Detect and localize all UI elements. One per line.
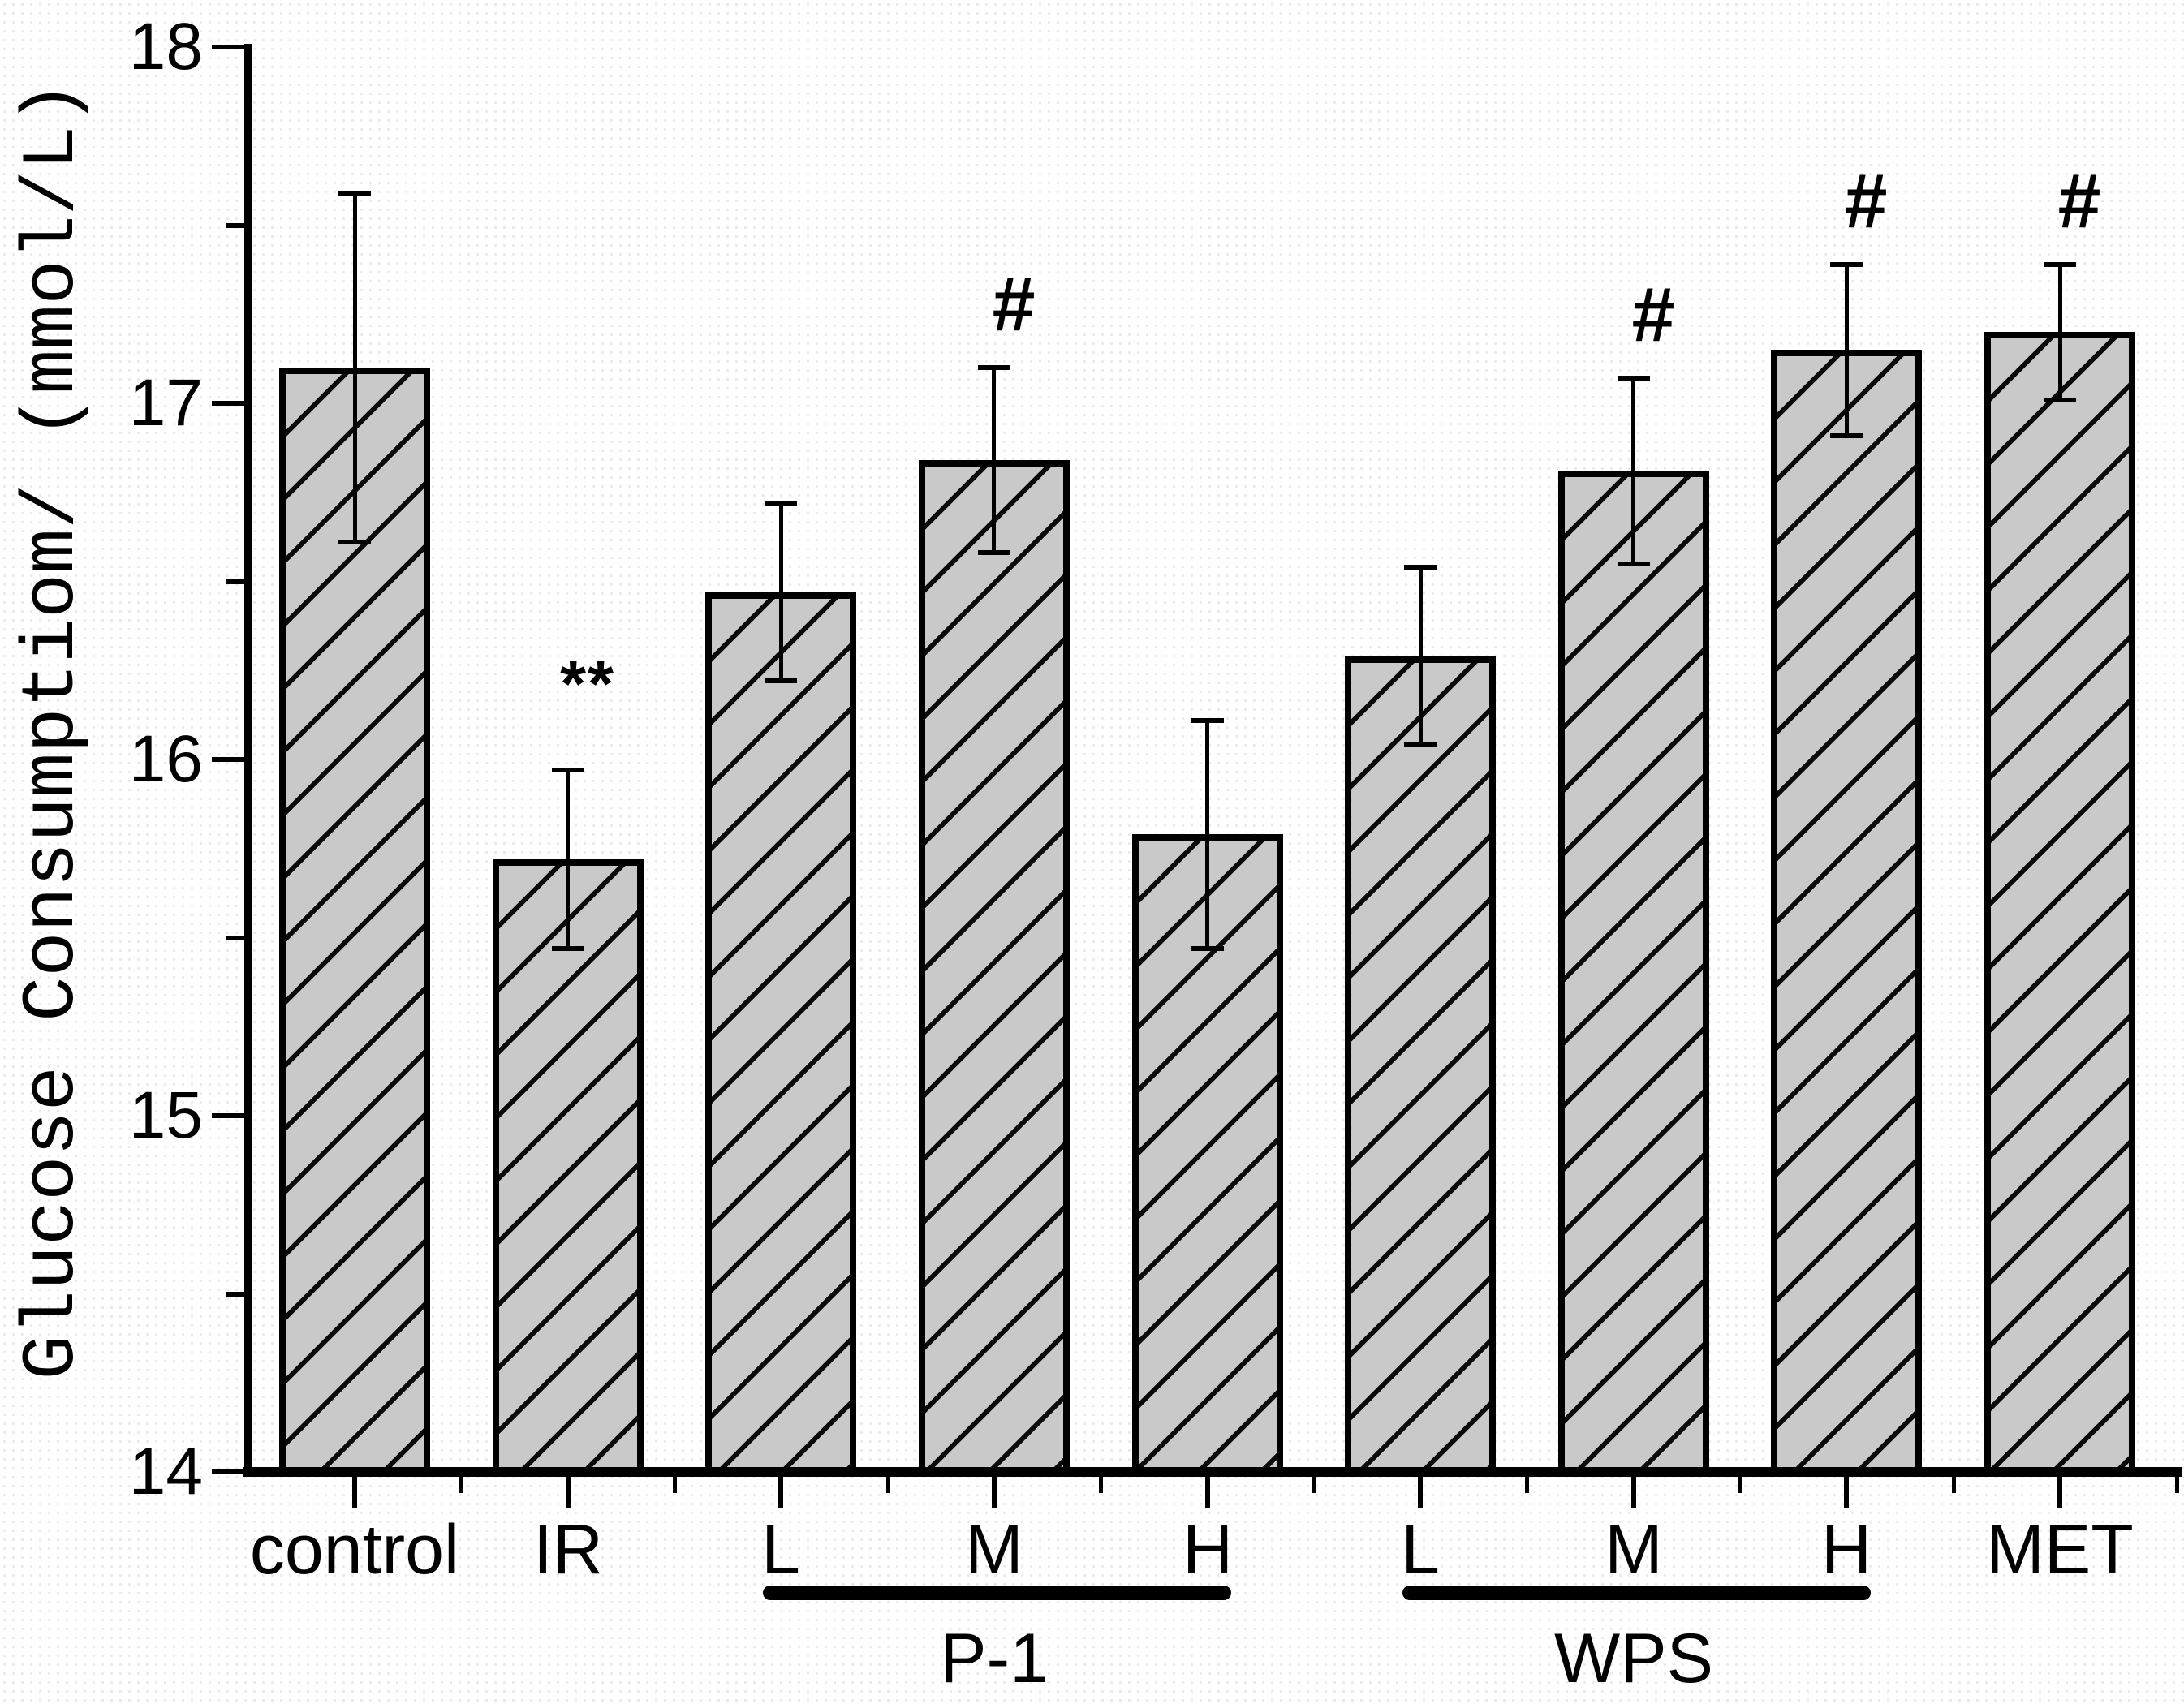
x-axis-line — [243, 1467, 2182, 1477]
x-tick-minor — [673, 1477, 677, 1493]
x-category-label: L — [761, 1511, 800, 1589]
y-tick-minor — [226, 936, 244, 940]
group-underline — [763, 1586, 1231, 1600]
x-tick-major — [778, 1477, 783, 1508]
error-bar-cap-top — [338, 191, 371, 196]
y-tick-minor — [226, 1292, 244, 1297]
x-tick-minor — [1312, 1477, 1316, 1493]
x-tick-major — [1631, 1477, 1636, 1508]
x-tick-minor — [886, 1477, 890, 1493]
x-category-label: H — [1182, 1511, 1234, 1589]
bar — [279, 368, 430, 1477]
error-bar-line — [992, 368, 996, 553]
x-tick-major — [352, 1477, 357, 1508]
x-category-label: MET — [1986, 1511, 2134, 1589]
y-tick-minor — [226, 223, 244, 228]
significance-annotation: # — [1844, 158, 1888, 244]
y-tick-label: 17 — [128, 366, 203, 440]
significance-annotation: # — [992, 261, 1036, 347]
bar — [1984, 332, 2135, 1477]
error-bar-cap-top — [2044, 262, 2076, 267]
error-bar-line — [2058, 265, 2062, 400]
error-bar-cap-bottom — [1830, 433, 1863, 438]
error-bar-line — [1205, 721, 1209, 949]
error-bar-line — [353, 193, 357, 542]
bar — [919, 460, 1070, 1477]
y-tick-major — [212, 757, 244, 762]
y-tick-major — [212, 401, 244, 406]
bar — [1132, 834, 1283, 1477]
error-bar-cap-bottom — [338, 540, 371, 544]
y-tick-label: 16 — [128, 722, 203, 796]
x-tick-major — [1418, 1477, 1423, 1508]
error-bar-cap-bottom — [765, 678, 797, 683]
error-bar-cap-bottom — [552, 946, 584, 951]
y-tick-label: 18 — [128, 10, 203, 84]
error-bar-line — [1419, 567, 1423, 746]
x-category-label: M — [965, 1511, 1023, 1589]
error-bar-cap-bottom — [2044, 398, 2076, 402]
y-tick-label: 14 — [128, 1435, 203, 1508]
error-bar-cap-top — [1191, 718, 1224, 723]
x-category-label: M — [1605, 1511, 1663, 1589]
error-bar-cap-top — [552, 768, 584, 772]
error-bar-cap-bottom — [1618, 562, 1650, 566]
bar — [493, 859, 644, 1477]
x-category-label: control — [249, 1511, 460, 1589]
y-axis-line — [244, 44, 252, 1477]
error-bar-line — [566, 770, 570, 948]
y-tick-major — [212, 1113, 244, 1118]
error-bar-line — [1631, 378, 1635, 563]
group-label: WPS — [1554, 1620, 1713, 1698]
x-category-label: H — [1820, 1511, 1872, 1589]
y-tick-label: 15 — [128, 1078, 203, 1152]
x-tick-major — [1844, 1477, 1849, 1508]
error-bar-cap-top — [1830, 262, 1863, 267]
error-bar-cap-top — [1618, 376, 1650, 381]
bar — [1558, 471, 1709, 1477]
x-tick-minor — [1738, 1477, 1742, 1493]
x-tick-major — [1205, 1477, 1210, 1508]
significance-annotation: # — [2057, 158, 2101, 244]
group-label: P-1 — [940, 1620, 1049, 1698]
error-bar-line — [1845, 265, 1849, 436]
error-bar-cap-top — [978, 365, 1010, 370]
significance-annotation: # — [1631, 272, 1675, 358]
x-tick-major — [566, 1477, 571, 1508]
x-tick-major — [2057, 1477, 2062, 1508]
error-bar-cap-top — [765, 501, 797, 506]
bar — [1771, 350, 1922, 1477]
error-bar-cap-bottom — [1191, 946, 1224, 951]
x-tick-minor — [459, 1477, 463, 1493]
group-underline — [1402, 1586, 1871, 1600]
x-tick-minor — [2175, 1477, 2179, 1493]
y-tick-major — [212, 1469, 244, 1474]
x-tick-minor — [1952, 1477, 1956, 1493]
x-tick-minor — [1099, 1477, 1103, 1493]
error-bar-cap-bottom — [1404, 742, 1437, 747]
error-bar-cap-top — [1404, 565, 1437, 570]
x-tick-major — [992, 1477, 997, 1508]
y-tick-major — [212, 45, 244, 49]
x-category-label: IR — [533, 1511, 603, 1589]
error-bar-line — [779, 503, 783, 682]
error-bar-cap-bottom — [978, 550, 1010, 555]
significance-annotation: ** — [560, 648, 615, 721]
x-category-label: L — [1401, 1511, 1440, 1589]
bar — [1345, 656, 1496, 1477]
x-tick-minor — [1525, 1477, 1529, 1493]
y-tick-minor — [226, 579, 244, 584]
